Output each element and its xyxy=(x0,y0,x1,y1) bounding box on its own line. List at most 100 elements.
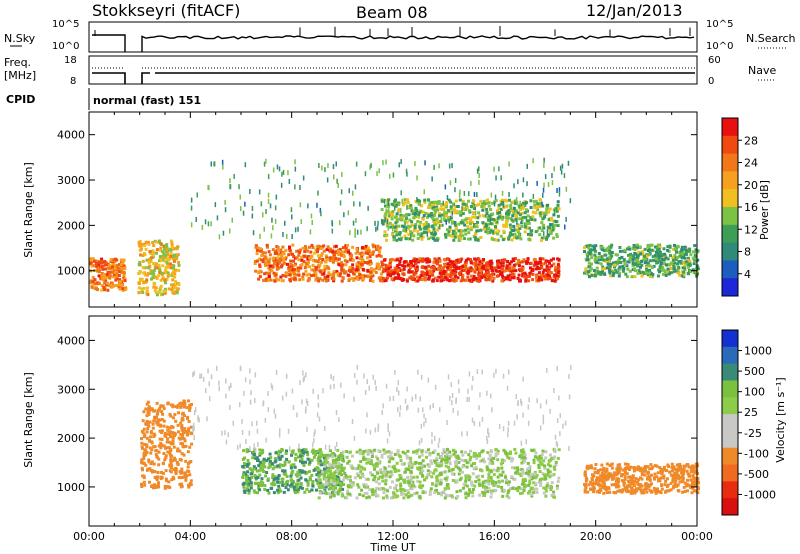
power-cell xyxy=(257,277,261,281)
velocity-cell xyxy=(312,451,315,455)
velocity-cell xyxy=(339,485,343,489)
power-cell xyxy=(586,272,590,276)
power-cell xyxy=(268,264,272,268)
velocity-cell xyxy=(290,472,294,476)
velocity-cell xyxy=(258,473,262,477)
power-cell xyxy=(321,278,325,282)
power-cell xyxy=(470,274,473,278)
velocity-cell xyxy=(163,434,167,437)
power-cell xyxy=(111,275,115,279)
power-cell xyxy=(302,272,306,276)
power-cell xyxy=(432,267,436,271)
power-cell xyxy=(481,258,485,261)
power-cell xyxy=(444,232,447,236)
power-cell xyxy=(388,214,392,218)
power-cell xyxy=(148,250,152,254)
power-cell xyxy=(489,278,493,282)
power-cell xyxy=(466,225,470,229)
velocity-cell xyxy=(294,452,298,456)
velocity-cell xyxy=(358,448,362,452)
power-cell xyxy=(451,234,455,238)
power-cell xyxy=(679,254,683,258)
velocity-cell xyxy=(456,495,460,498)
power-cell xyxy=(322,249,326,253)
velocity-cell xyxy=(418,480,422,484)
velocity-cell xyxy=(489,489,493,493)
power-cell xyxy=(382,160,384,166)
power-cell xyxy=(394,268,398,272)
power-cell xyxy=(534,199,538,203)
power-cell xyxy=(307,261,310,264)
power-cell xyxy=(113,264,117,268)
velocity-cell xyxy=(178,470,182,474)
velocity-cell xyxy=(327,473,330,477)
velocity-cell xyxy=(356,483,360,487)
velocity-cell xyxy=(170,442,174,446)
velocity-cell xyxy=(418,462,422,465)
velocity-cell xyxy=(358,476,362,480)
power-cell xyxy=(488,273,492,277)
power-cell xyxy=(600,248,604,252)
velocity-cell xyxy=(323,464,327,468)
power-cell xyxy=(613,263,617,267)
velocity-cell xyxy=(142,462,146,465)
power-cell xyxy=(173,275,177,279)
power-cell xyxy=(514,228,518,232)
velocity-cell xyxy=(397,469,401,473)
power-cell xyxy=(551,173,553,179)
power-cell xyxy=(288,273,292,277)
power-cell xyxy=(485,211,489,215)
power-cell xyxy=(369,276,373,280)
velocity-cell xyxy=(188,473,192,477)
power-cell xyxy=(376,244,380,248)
power-cell xyxy=(344,249,348,252)
power-cell xyxy=(381,218,383,224)
power-cell xyxy=(347,250,350,254)
power-cell xyxy=(360,274,364,278)
power-cell xyxy=(387,201,390,206)
velocity-cell xyxy=(149,451,153,455)
power-cell xyxy=(331,228,334,234)
velocity-cell xyxy=(285,475,289,478)
power-cell xyxy=(524,222,528,226)
power-cell xyxy=(267,272,271,276)
power-cell xyxy=(686,265,690,269)
power-cell xyxy=(452,278,456,282)
power-cell xyxy=(299,248,302,252)
power-cell xyxy=(263,226,265,232)
velocity-cell xyxy=(523,460,527,464)
velocity-cell xyxy=(145,468,149,472)
velocity-cell xyxy=(276,491,280,495)
velocity-cell xyxy=(362,457,365,461)
power-cell xyxy=(407,213,411,217)
power-cell xyxy=(340,252,344,256)
velocity-cell xyxy=(316,458,320,462)
power-cell xyxy=(661,272,665,276)
power-cell xyxy=(161,292,165,296)
power-cell xyxy=(480,273,484,277)
power-cell xyxy=(594,256,598,260)
power-cell xyxy=(495,175,497,181)
velocity-cell xyxy=(163,432,167,435)
power-cell xyxy=(638,245,642,249)
power-cell xyxy=(610,243,614,247)
velocity-cell xyxy=(142,427,146,431)
velocity-cell xyxy=(149,462,153,466)
power-cell xyxy=(484,267,488,271)
velocity-cell xyxy=(361,494,365,498)
power-cell xyxy=(281,245,285,249)
velocity-cell xyxy=(251,470,254,474)
power-cell xyxy=(508,211,512,214)
power-cell xyxy=(89,281,93,284)
power-cell xyxy=(404,217,408,220)
power-cell xyxy=(356,276,360,280)
power-cell xyxy=(593,249,597,253)
power-cell xyxy=(671,258,675,262)
power-cell xyxy=(664,273,668,277)
velocity-cell xyxy=(358,452,362,456)
power-cell xyxy=(363,274,367,278)
power-cell xyxy=(163,247,166,251)
velocity-cell xyxy=(179,433,183,436)
power-cell xyxy=(290,271,294,275)
